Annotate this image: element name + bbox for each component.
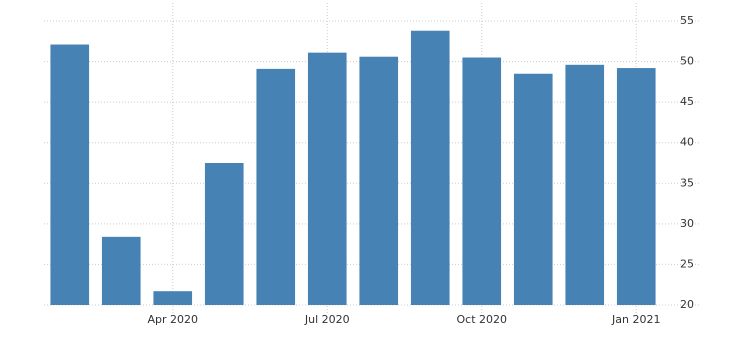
bar	[50, 44, 90, 305]
x-tick-label: Jan 2021	[611, 313, 660, 326]
bar	[462, 57, 502, 306]
bar	[616, 68, 656, 305]
bar	[565, 64, 605, 306]
y-tick-label: 40	[680, 136, 694, 149]
y-tick-label: 50	[680, 55, 694, 68]
y-tick-label: 25	[680, 257, 694, 270]
y-tick-label: 20	[680, 298, 694, 311]
bar	[101, 236, 141, 305]
bar	[410, 30, 450, 305]
bar	[513, 73, 553, 305]
y-tick-label: 45	[680, 95, 694, 108]
x-tick-label: Jul 2020	[304, 313, 350, 326]
y-tick-label: 55	[680, 14, 694, 27]
y-tick-label: 30	[680, 217, 694, 230]
bar	[256, 68, 296, 305]
bar	[204, 163, 244, 305]
y-tick-label: 35	[680, 176, 694, 189]
x-tick-label: Apr 2020	[147, 313, 198, 326]
bar	[307, 52, 347, 305]
bar	[359, 56, 399, 306]
x-tick-label: Oct 2020	[456, 313, 507, 326]
bar	[153, 291, 193, 305]
